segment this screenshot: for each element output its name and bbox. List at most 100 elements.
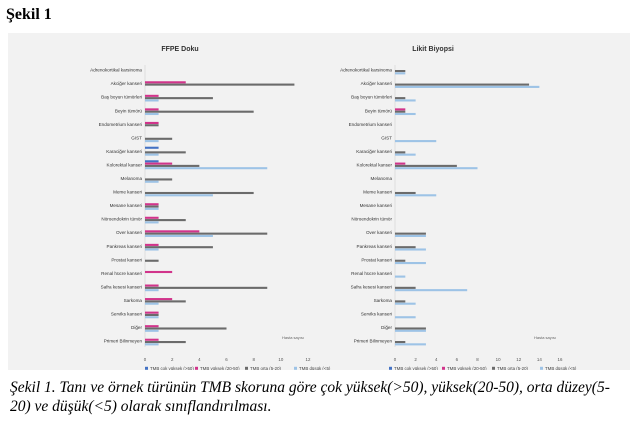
p1-category-label: Melanoma [121,176,143,181]
p1-category-label: Mesane kanseri [110,203,142,208]
p2-category-label: Melanoma [371,176,393,181]
p2-category-label: Pankreas kanseri [357,244,393,249]
p2-category-label: GIST [381,135,392,140]
p1-category-label: Karaciğer kanseri [106,149,142,154]
p2-bar [395,112,416,116]
p1-category-label: Sarkoma [124,298,143,303]
p2-x-tick-label: 8 [476,357,479,362]
p2-x-tick-label: 2 [414,357,417,362]
figure-caption: Şekil 1. Tanı ve örnek türünün TMB skoru… [10,378,630,416]
p1-legend-swatch [145,366,148,370]
p2-bar [395,289,468,292]
p1-bar [145,343,159,346]
p2-legend-swatch [442,366,445,370]
p2-bar [395,262,426,265]
p1-category-label: Akciğer kanseri [111,81,142,86]
p2-category-label: Renal hücre kanseri [351,271,392,276]
p1-bar [145,216,159,219]
p2-legend-label: TMB çok yüksek (>50) [394,366,438,370]
p2-bar [395,191,416,195]
p2-bar [395,140,437,143]
p2-bar [395,327,426,330]
p2-x-tick-label: 10 [496,357,501,362]
p1-bar [145,313,159,316]
p1-bar [145,162,173,165]
p1-bar [145,316,159,319]
p2-bar [395,343,426,346]
p2-bar [395,72,406,75]
p1-legend-label: TMB orta (5-20) [250,366,282,370]
p1-legend-swatch [294,366,297,370]
p1-bar [145,191,254,195]
p1-bar [145,99,159,102]
p2-bar [395,167,478,170]
p2-category-label: Baş boyun tümörleri [351,95,392,100]
p1-bar [145,329,159,332]
p2-category-label: Adrenokortikal karsinoma [340,68,392,73]
p1-bar [145,94,159,97]
p1-bar [145,160,159,163]
p2-category-label: Akciğer kanseri [361,81,392,86]
p1-legend-swatch [195,366,198,370]
p2-bar [395,300,406,303]
p2-category-label: Kolorektal kanser [357,162,393,167]
p1-bar [145,259,159,262]
p1-bar [145,325,159,328]
p1-bar [145,140,159,143]
p2-x-tick-label: 16 [558,357,563,362]
p2-category-label: Prostat kanseri [361,257,392,262]
p2-category-label: Mesane kanseri [360,203,392,208]
p1-bar [145,97,213,100]
p1-bar [145,121,159,124]
p2-x-tick-label: 6 [456,357,459,362]
p2-category-label: Sarkoma [374,298,393,303]
p1-bar [145,194,213,197]
p1-category-label: Diğer [131,325,142,330]
p2-category-label: Nöroendokrin tümör [351,217,392,222]
p1-category-label: Beyin tümörü [115,108,143,113]
p1-category-label: Meme kanseri [113,190,142,195]
p2-legend-swatch [492,366,495,370]
p2-legend-label: TMB düşük (<5) [545,366,577,370]
p1-bar [145,338,159,341]
p1-category-label: Adrenokortikal karsinoma [90,68,142,73]
p1-bar [145,137,173,140]
p2-bar [395,286,416,289]
p1-bar [145,286,268,289]
charts-svg: FFPE Doku Adrenokortikal karsinoma Akciğer… [90,46,577,370]
p1-x-axis-label: Hasta sayısı [282,335,304,340]
p2-bar [395,97,406,100]
p1-legend-swatch [245,366,248,370]
p2-bar [395,108,406,111]
p1-bar [145,180,159,183]
p1-bar [145,207,159,210]
p2-category-label: Beyin tümörü [365,108,393,113]
p1-x-tick-label: 12 [306,357,311,362]
p2-bar [395,99,416,102]
p2-bar [395,85,540,88]
p1-bar [145,232,268,235]
p1-category-label: Baş boyun tümörleri [101,95,142,100]
p1-bar [145,108,159,111]
p2-legend-label: TMB yüksek (20-50) [447,366,487,370]
p1-bar [145,81,186,84]
p1-category-label: Renal hücre kanseri [101,271,142,276]
p1-legend-label: TMB çok yüksek (>50) [150,366,194,370]
p2-bar [395,329,426,332]
p2-bar [395,194,437,197]
p1-bar [145,221,159,224]
p1-bar [145,112,159,116]
p1-x-tick-label: 10 [278,357,283,362]
p1-bar [145,243,159,246]
p1-bar [145,164,200,167]
p2-x-tick-label: 0 [394,357,397,362]
p2-bar [395,232,426,235]
p1-bar [145,219,186,222]
p2-legend-label: TMB orta (5-20) [497,366,529,370]
p2-legend-swatch [540,366,543,370]
p1-bar [145,302,159,305]
p1-category-label: Serviks kanseri [111,312,142,317]
p2-category-label: Over kanseri [366,230,392,235]
p1-x-tick-label: 0 [144,357,147,362]
p2-bar [395,246,416,249]
